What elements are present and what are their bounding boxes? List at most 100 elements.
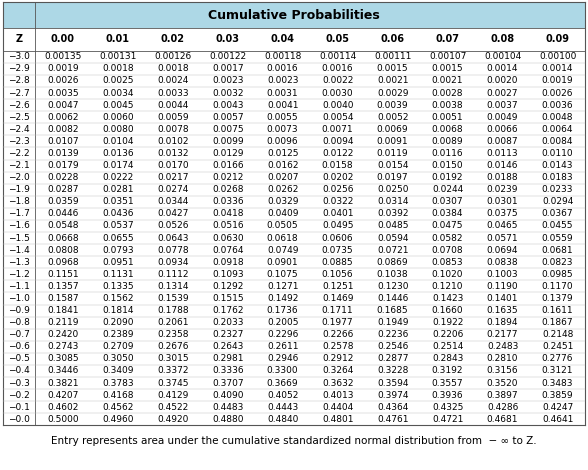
Text: 0.07: 0.07	[436, 34, 460, 45]
Text: 0.0099: 0.0099	[212, 137, 243, 146]
Text: 0.0823: 0.0823	[542, 258, 573, 266]
Text: 0.2206: 0.2206	[432, 330, 463, 339]
Text: −1.7: −1.7	[8, 210, 30, 219]
Text: 0.00100: 0.00100	[539, 52, 576, 61]
Text: 0.1736: 0.1736	[267, 306, 299, 315]
Text: 0.0034: 0.0034	[102, 88, 133, 98]
Text: 0.3228: 0.3228	[377, 367, 408, 376]
Text: 0.1401: 0.1401	[487, 294, 519, 303]
Text: 0.0035: 0.0035	[47, 88, 79, 98]
Text: 0.0073: 0.0073	[267, 125, 299, 134]
Text: 0.06: 0.06	[380, 34, 405, 45]
Text: 0.0808: 0.0808	[47, 246, 79, 255]
Text: 0.4247: 0.4247	[542, 403, 573, 412]
Text: 0.0548: 0.0548	[47, 221, 79, 230]
Text: −1.9: −1.9	[8, 185, 30, 194]
Text: 0.0060: 0.0060	[102, 113, 133, 122]
Text: 0.4602: 0.4602	[47, 403, 78, 412]
Text: 0.1075: 0.1075	[267, 270, 299, 279]
Text: 0.0694: 0.0694	[487, 246, 519, 255]
Text: 0.00114: 0.00114	[319, 52, 356, 61]
Text: 0.4721: 0.4721	[432, 415, 463, 424]
Text: 0.3156: 0.3156	[487, 367, 519, 376]
Text: 0.1492: 0.1492	[267, 294, 298, 303]
Text: 0.2514: 0.2514	[432, 342, 463, 351]
Text: 0.0582: 0.0582	[432, 234, 463, 243]
Text: 0.2709: 0.2709	[102, 342, 133, 351]
Text: 0.3264: 0.3264	[322, 367, 353, 376]
Text: 0.0594: 0.0594	[377, 234, 409, 243]
Text: 0.3409: 0.3409	[102, 367, 133, 376]
Text: 0.4562: 0.4562	[102, 403, 133, 412]
Text: 0.0526: 0.0526	[157, 221, 189, 230]
Text: 0.2776: 0.2776	[542, 354, 573, 363]
Text: 0.0139: 0.0139	[47, 149, 79, 158]
Text: Z: Z	[15, 34, 23, 45]
Text: 0.0170: 0.0170	[157, 161, 189, 170]
Text: 0.0436: 0.0436	[102, 210, 133, 219]
Text: −1.5: −1.5	[8, 234, 30, 243]
Text: 0.0207: 0.0207	[267, 173, 299, 182]
Text: 0.0384: 0.0384	[432, 210, 463, 219]
Text: 0.0031: 0.0031	[267, 88, 299, 98]
Text: −2.3: −2.3	[8, 137, 30, 146]
Text: 0.4443: 0.4443	[267, 403, 298, 412]
Text: 0.0089: 0.0089	[432, 137, 463, 146]
Text: 0.2061: 0.2061	[157, 318, 189, 327]
Text: 0.1020: 0.1020	[432, 270, 463, 279]
Text: −2.5: −2.5	[8, 113, 30, 122]
Text: 0.0934: 0.0934	[157, 258, 189, 266]
Text: 0.0045: 0.0045	[102, 101, 133, 110]
Text: 0.0985: 0.0985	[542, 270, 573, 279]
Text: 0.0764: 0.0764	[212, 246, 243, 255]
Text: 0.2177: 0.2177	[487, 330, 519, 339]
Text: 0.0019: 0.0019	[542, 77, 573, 86]
Text: 0.0069: 0.0069	[377, 125, 409, 134]
Text: 0.0455: 0.0455	[542, 221, 573, 230]
Text: 0.3015: 0.3015	[157, 354, 189, 363]
Text: 0.4325: 0.4325	[432, 403, 463, 412]
Text: 0.3300: 0.3300	[267, 367, 299, 376]
Text: 0.0113: 0.0113	[487, 149, 519, 158]
Text: 0.0202: 0.0202	[322, 173, 353, 182]
Text: 0.2358: 0.2358	[157, 330, 189, 339]
Text: −1.4: −1.4	[8, 246, 30, 255]
Text: 0.2643: 0.2643	[212, 342, 243, 351]
Text: 0.0465: 0.0465	[487, 221, 519, 230]
Text: 0.0250: 0.0250	[377, 185, 409, 194]
Text: 0.0018: 0.0018	[157, 64, 189, 73]
Text: 0.0051: 0.0051	[432, 113, 463, 122]
Text: 0.0392: 0.0392	[377, 210, 409, 219]
Text: −2.6: −2.6	[8, 101, 30, 110]
Text: 0.0197: 0.0197	[377, 173, 409, 182]
Text: 0.00: 0.00	[51, 34, 75, 45]
Text: 0.0043: 0.0043	[212, 101, 243, 110]
Text: 0.0129: 0.0129	[212, 149, 243, 158]
Text: 0.1357: 0.1357	[47, 282, 79, 291]
Text: −1.6: −1.6	[8, 221, 30, 230]
Text: 0.0040: 0.0040	[322, 101, 353, 110]
Text: 0.0071: 0.0071	[322, 125, 353, 134]
Text: 0.1446: 0.1446	[377, 294, 408, 303]
Text: 0.4364: 0.4364	[377, 403, 408, 412]
Text: 0.3372: 0.3372	[157, 367, 189, 376]
Text: 0.0668: 0.0668	[47, 234, 79, 243]
Text: 0.0853: 0.0853	[432, 258, 463, 266]
Text: −2.0: −2.0	[8, 173, 30, 182]
Text: 0.0091: 0.0091	[377, 137, 409, 146]
Text: 0.0125: 0.0125	[267, 149, 299, 158]
Text: 0.3557: 0.3557	[432, 378, 463, 388]
Text: 0.1271: 0.1271	[267, 282, 299, 291]
Text: 0.0029: 0.0029	[377, 88, 409, 98]
Text: −2.4: −2.4	[8, 125, 30, 134]
Text: 0.3669: 0.3669	[267, 378, 299, 388]
Text: 0.4013: 0.4013	[322, 391, 353, 400]
Text: 0.3121: 0.3121	[542, 367, 573, 376]
Text: 0.3594: 0.3594	[377, 378, 409, 388]
Text: 0.0401: 0.0401	[322, 210, 353, 219]
Text: 0.4522: 0.4522	[157, 403, 188, 412]
Text: 0.4483: 0.4483	[212, 403, 243, 412]
Text: −0.5: −0.5	[8, 354, 30, 363]
Text: 0.3745: 0.3745	[157, 378, 189, 388]
Text: 0.1112: 0.1112	[157, 270, 189, 279]
